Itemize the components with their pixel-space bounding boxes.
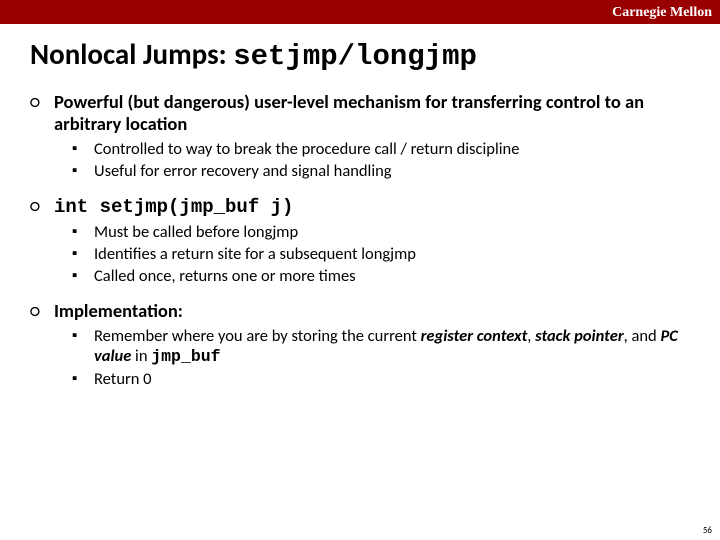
sub-bullet: ▪ Identifies a return site for a subsequ…	[72, 244, 690, 264]
sub-marker: ▪	[72, 244, 94, 264]
bullet-main: ○ int setjmp(jmp_buf j)	[30, 195, 690, 218]
bullet-code: int setjmp(jmp_buf j)	[54, 196, 293, 218]
sub-mid: , and	[624, 326, 661, 346]
sub-text: Return 0	[94, 369, 152, 389]
bullet-marker: ○	[30, 91, 54, 135]
sub-marker: ▪	[72, 161, 94, 181]
sub-mid: in	[131, 346, 151, 366]
sub-bullet-list: ▪ Controlled to way to break the procedu…	[72, 139, 690, 181]
sub-mid: ,	[527, 326, 535, 346]
sub-marker: ▪	[72, 266, 94, 286]
bullet-marker: ○	[30, 195, 54, 218]
sub-text: Called once, returns one or more times	[94, 266, 356, 286]
sub-bullet-list: ▪ Must be called before longjmp ▪ Identi…	[72, 222, 690, 286]
bullet-text: Powerful (but dangerous) user-level mech…	[54, 91, 690, 135]
sub-text: Remember where you are by storing the cu…	[94, 326, 690, 367]
sub-bullet-list: ▪ Remember where you are by storing the …	[72, 326, 690, 389]
sub-bullet: ▪ Must be called before longjmp	[72, 222, 690, 242]
sub-marker: ▪	[72, 222, 94, 242]
sub-bullet: ▪ Return 0	[72, 369, 690, 389]
bullet-text: int setjmp(jmp_buf j)	[54, 195, 293, 218]
sub-pre: Remember where you are by storing the cu…	[94, 326, 421, 346]
title-plain: Nonlocal Jumps:	[30, 36, 233, 72]
bullet-main: ○ Implementation:	[30, 300, 690, 322]
bullet-marker: ○	[30, 300, 54, 322]
sub-text: Identifies a return site for a subsequen…	[94, 244, 416, 264]
sub-marker: ▪	[72, 326, 94, 367]
header-bar: Carnegie Mellon	[0, 0, 720, 24]
title-code: setjmp/longjmp	[233, 40, 477, 73]
sub-bullet: ▪ Useful for error recovery and signal h…	[72, 161, 690, 181]
sub-text: Controlled to way to break the procedure…	[94, 139, 519, 159]
header-label: Carnegie Mellon	[612, 5, 712, 20]
sub-bullet: ▪ Remember where you are by storing the …	[72, 326, 690, 367]
emph: register context	[421, 326, 528, 346]
emph: stack pointer	[535, 326, 623, 346]
sub-bullet: ▪ Called once, returns one or more times	[72, 266, 690, 286]
sub-text: Must be called before longjmp	[94, 222, 298, 242]
bullet-main: ○ Powerful (but dangerous) user-level me…	[30, 91, 690, 135]
page-number: 56	[703, 525, 712, 536]
sub-marker: ▪	[72, 139, 94, 159]
slide-title: Nonlocal Jumps: setjmp/longjmp	[30, 36, 690, 73]
sub-bullet: ▪ Controlled to way to break the procedu…	[72, 139, 690, 159]
sub-code: jmp_buf	[151, 347, 220, 366]
slide-content: Nonlocal Jumps: setjmp/longjmp ○ Powerfu…	[0, 24, 720, 389]
bullet-text: Implementation:	[54, 300, 183, 322]
sub-marker: ▪	[72, 369, 94, 389]
sub-text: Useful for error recovery and signal han…	[94, 161, 392, 181]
